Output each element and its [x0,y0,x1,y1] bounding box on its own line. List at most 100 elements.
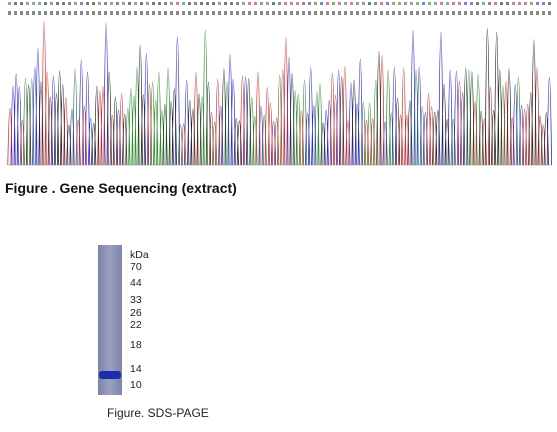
base-call [224,2,227,5]
base-letter [254,11,257,15]
base-call [104,2,107,5]
base-letter [86,11,89,15]
base-call [536,2,539,5]
base-call [242,2,245,5]
base-call [548,2,551,5]
base-letter [110,11,113,15]
base-letter [200,11,203,15]
base-call [266,2,269,5]
base-letter [140,11,143,15]
base-call [392,2,395,5]
base-call [518,2,521,5]
base-call [326,2,329,5]
base-call [434,2,437,5]
base-letter [452,11,455,15]
base-letter [506,11,509,15]
gel-caption: Figure. SDS-PAGE [107,406,209,420]
base-letter [176,11,179,15]
base-call [320,2,323,5]
base-call [440,2,443,5]
base-call [110,2,113,5]
base-call [494,2,497,5]
base-letter [512,11,515,15]
base-letter [56,11,59,15]
marker-label: 10 [130,379,142,391]
base-call [200,2,203,5]
base-call [152,2,155,5]
base-letter [470,11,473,15]
base-letter [494,11,497,15]
gel-lane [98,245,122,395]
base-call [170,2,173,5]
base-letter [350,11,353,15]
base-letter [92,11,95,15]
chromatogram [7,2,552,166]
base-letter [212,11,215,15]
base-call [410,2,413,5]
base-letter [548,11,551,15]
base-letter [368,11,371,15]
base-call [344,2,347,5]
base-call [254,2,257,5]
marker-label: 18 [130,339,142,351]
base-call [146,2,149,5]
base-call [236,2,239,5]
base-letter [260,11,263,15]
base-call [506,2,509,5]
base-letter [326,11,329,15]
marker-label: 44 [130,277,142,289]
base-letter [26,11,29,15]
base-call [92,2,95,5]
base-call [374,2,377,5]
base-call [8,2,11,5]
base-call [464,2,467,5]
base-letter [278,11,281,15]
base-call [290,2,293,5]
base-letter [188,11,191,15]
base-call [68,2,71,5]
base-letter [266,11,269,15]
base-letter [410,11,413,15]
trace [10,22,552,166]
base-letter [398,11,401,15]
protein-band [99,371,121,379]
base-call [188,2,191,5]
base-letter [392,11,395,15]
base-call [98,2,101,5]
base-letter [386,11,389,15]
base-letter [32,11,35,15]
base-call [542,2,545,5]
base-call [500,2,503,5]
base-letter [152,11,155,15]
base-letter [134,11,137,15]
base-call [314,2,317,5]
base-letter [44,11,47,15]
base-letter [482,11,485,15]
trace [26,28,549,166]
base-letter [236,11,239,15]
base-letter [8,11,11,15]
base-letter [104,11,107,15]
base-call [194,2,197,5]
base-call [128,2,131,5]
base-call [296,2,299,5]
base-letter [224,11,227,15]
base-letter [374,11,377,15]
base-call [452,2,455,5]
base-call [404,2,407,5]
base-letter [272,11,275,15]
base-call [218,2,221,5]
base-call [302,2,305,5]
base-letter [434,11,437,15]
base-call [134,2,137,5]
base-call [422,2,425,5]
base-letter [530,11,533,15]
base-call [158,2,161,5]
base-letter [524,11,527,15]
base-call [20,2,23,5]
base-letter [206,11,209,15]
marker-label: 26 [130,307,142,319]
base-call [176,2,179,5]
base-call [308,2,311,5]
